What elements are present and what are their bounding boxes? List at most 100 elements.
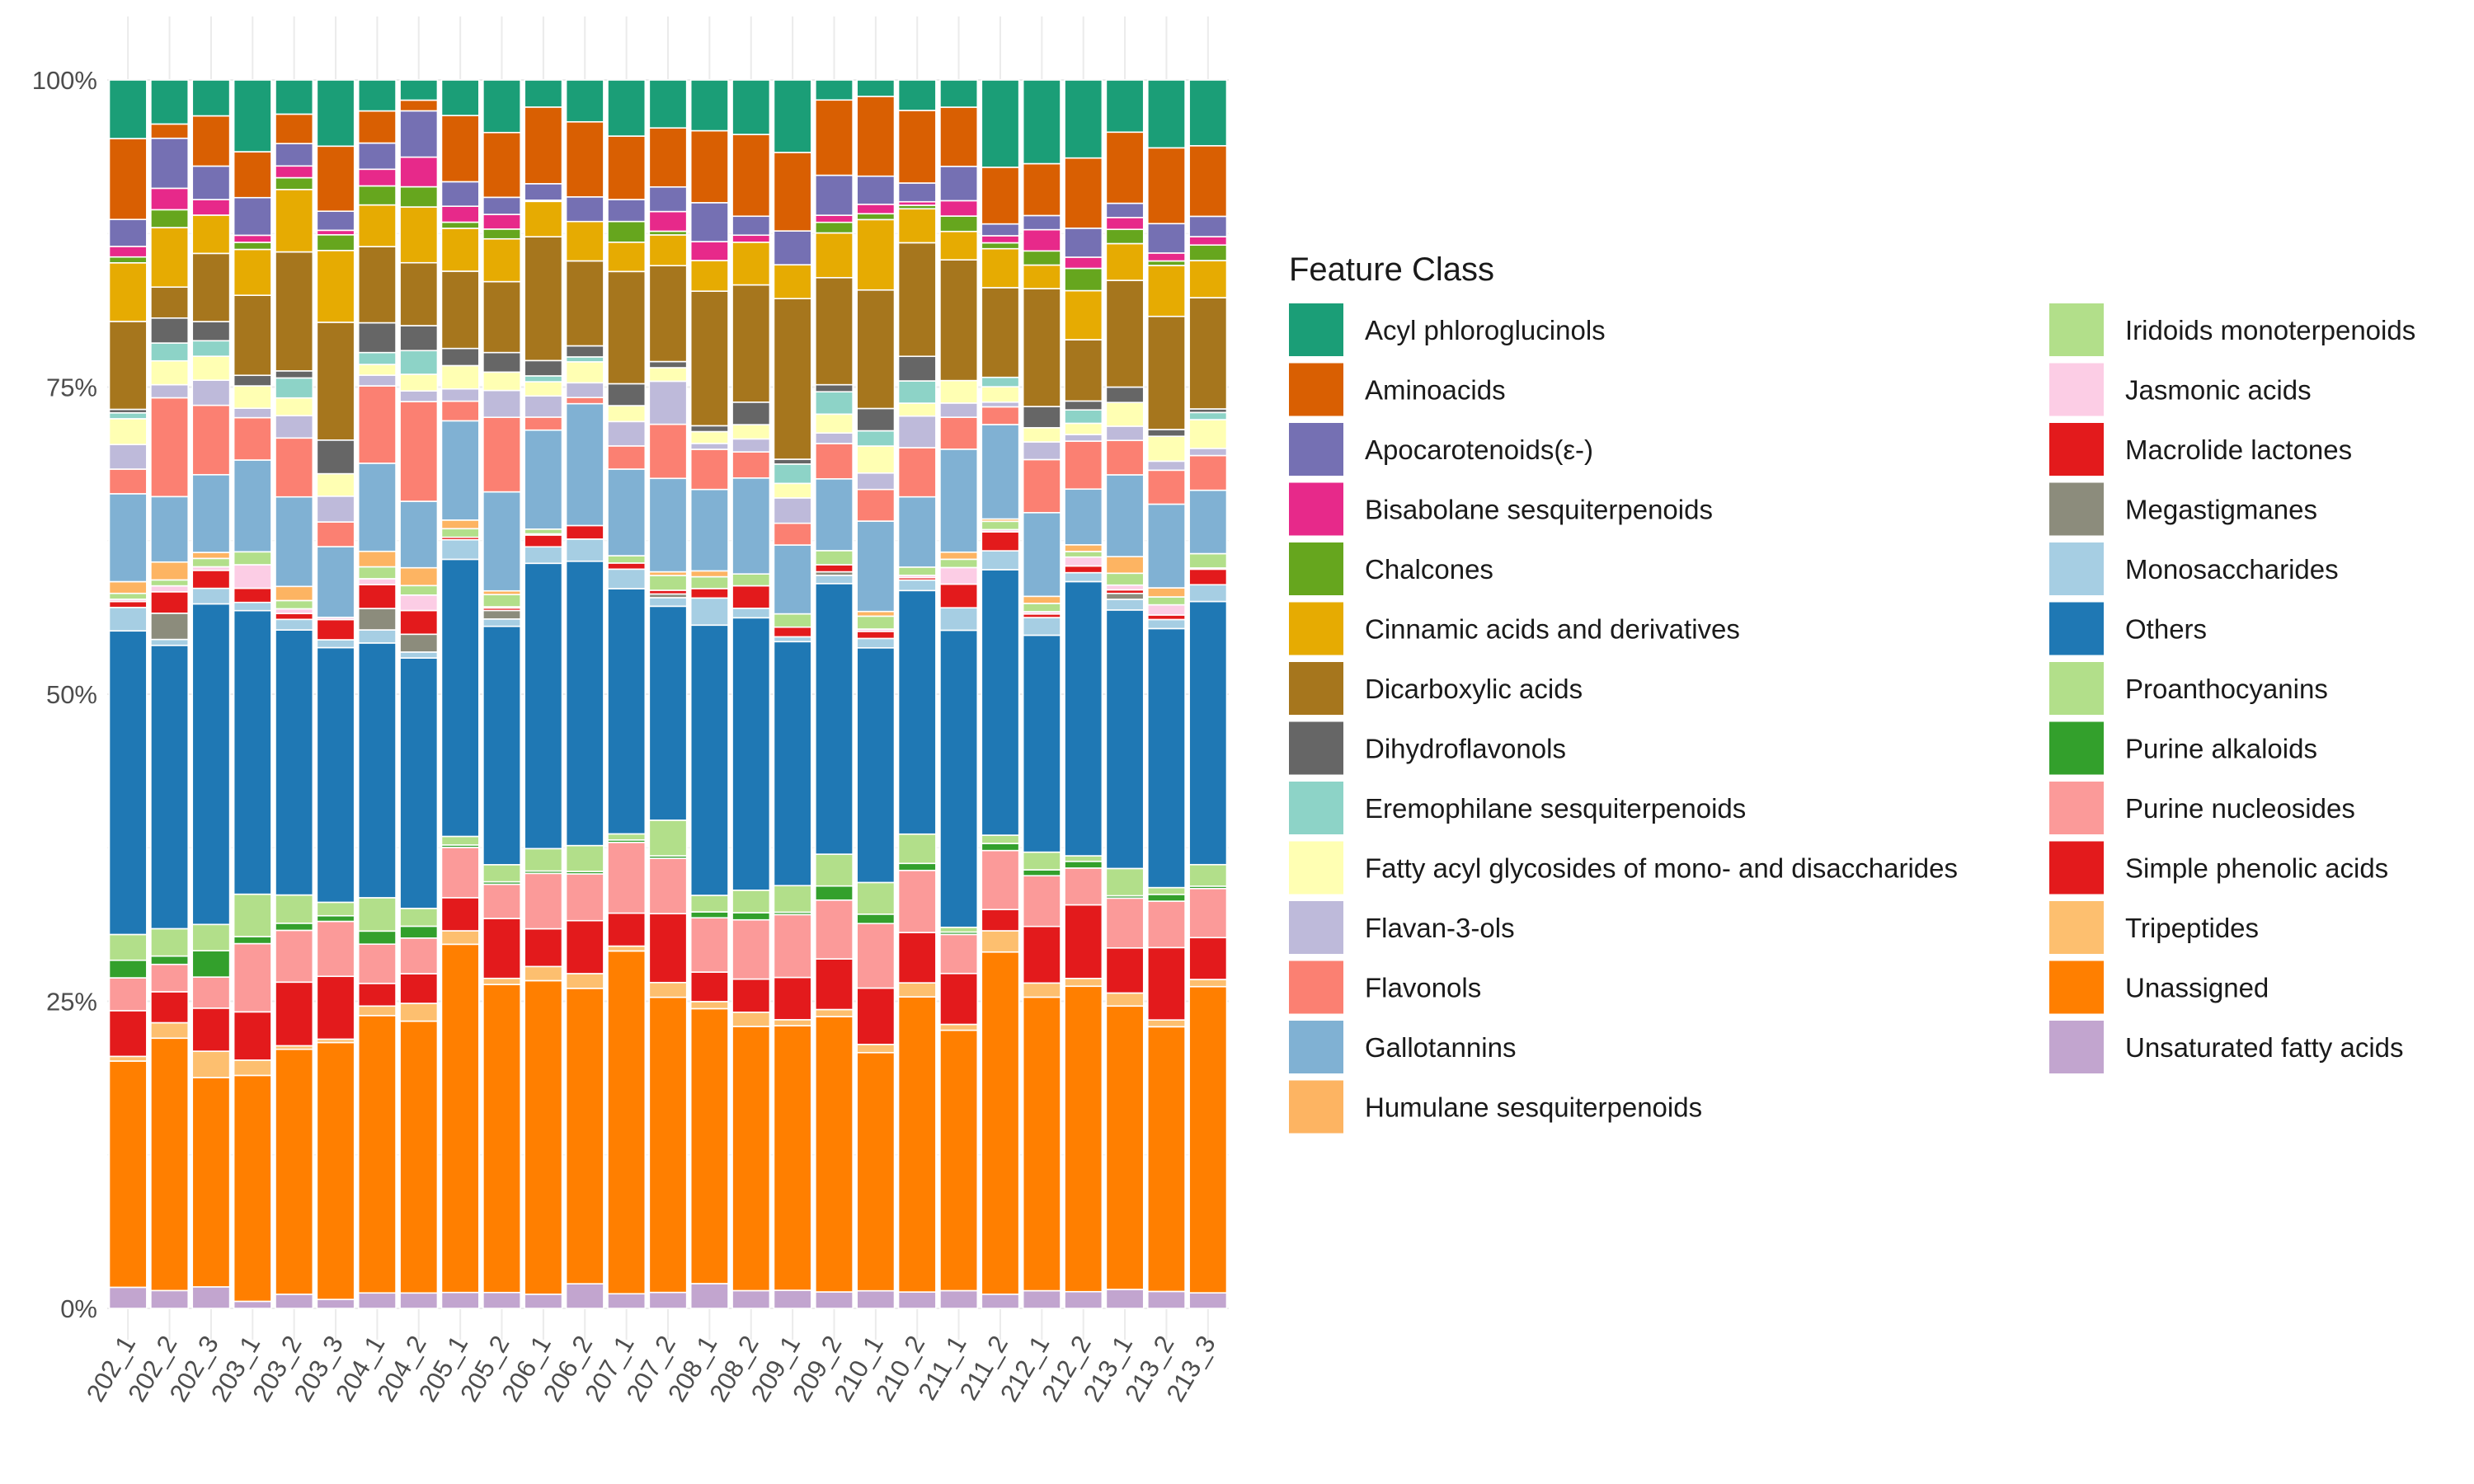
bar-segment — [482, 416, 521, 493]
bar-segment — [482, 131, 521, 199]
bar-segment — [689, 1001, 729, 1010]
bar-segment — [607, 420, 647, 447]
bar-segment — [1146, 460, 1186, 472]
bar-segment — [1064, 339, 1103, 402]
bar-segment — [607, 468, 647, 556]
bar-segment — [316, 210, 355, 232]
legend-label: Purine alkaloids — [2125, 734, 2317, 764]
bar-segment — [856, 637, 896, 649]
bar-segment — [731, 608, 771, 619]
bar-segment — [191, 252, 231, 322]
bar-segment — [233, 151, 272, 199]
bar-segment — [316, 472, 355, 497]
bar-segment — [1105, 609, 1145, 870]
bar-segment — [150, 79, 190, 125]
legend-item: Cinnamic acids and derivatives — [1289, 602, 1740, 655]
bar-segment — [1022, 925, 1061, 984]
bar-segment — [565, 1283, 604, 1309]
legend-label: Purine nucleosides — [2125, 793, 2355, 824]
bar-segment — [150, 645, 190, 930]
bar-segment — [731, 918, 771, 980]
bar-segment — [191, 199, 231, 216]
bar-segment — [856, 610, 896, 618]
bar-segment — [607, 405, 647, 423]
bar-segment — [275, 608, 314, 614]
bar-segment — [939, 200, 979, 217]
bar-segment — [773, 79, 812, 153]
bar-segment — [191, 976, 231, 1009]
bar-segment — [1188, 79, 1228, 147]
bar-segment — [440, 205, 480, 223]
bar-segment — [731, 617, 771, 891]
bar-segment — [1188, 236, 1228, 247]
bar-segment — [648, 605, 688, 821]
bar-segment — [524, 562, 563, 850]
legend-label: Proanthocyanins — [2125, 674, 2328, 704]
bar-segment — [399, 261, 439, 326]
bar-segment — [1105, 242, 1145, 281]
bar-segment — [1146, 79, 1186, 149]
bar-segment — [482, 280, 521, 354]
bar-segment — [648, 819, 688, 857]
bar-segment — [524, 416, 563, 431]
legend-swatch — [1289, 363, 1343, 416]
bar-segment — [981, 951, 1020, 1295]
bar-segment — [357, 578, 397, 585]
bar-segment — [233, 79, 272, 153]
bar-segment — [108, 1055, 148, 1062]
bar-segment — [1105, 572, 1145, 586]
bar-segment — [1146, 614, 1186, 621]
bar-segment — [191, 79, 231, 117]
bar-segment — [981, 520, 1020, 531]
bar-segment — [1022, 250, 1061, 266]
bar-segment — [399, 206, 439, 264]
bar-segment — [191, 587, 231, 605]
legend-title: Feature Class — [1289, 251, 1494, 288]
bar-segment — [233, 407, 272, 419]
bar-segment — [1105, 946, 1145, 994]
legend-swatch — [1289, 662, 1343, 715]
bar-segment — [233, 1074, 272, 1303]
bar-segment — [689, 1283, 729, 1309]
bar-segment — [150, 561, 190, 581]
bar-segment — [815, 99, 854, 176]
bar-segment — [897, 566, 937, 576]
legend-item: Bisabolane sesquiterpenoids — [1289, 482, 1713, 536]
bars-layer — [108, 79, 1228, 1309]
bar-segment — [233, 385, 272, 409]
bar-segment — [731, 284, 771, 403]
bar-segment — [939, 79, 979, 108]
bar-segment — [981, 1294, 1020, 1309]
bar-segment — [440, 347, 480, 367]
bar-segment — [150, 383, 190, 399]
bar-segment — [316, 618, 355, 641]
bar-segment — [565, 356, 604, 363]
bar-segment — [108, 321, 148, 411]
bar-segment — [897, 182, 937, 203]
legend-swatch — [2049, 1021, 2104, 1073]
bar-segment — [275, 495, 314, 588]
bar-segment — [150, 955, 190, 965]
bar-segment — [275, 894, 314, 924]
bar-segment — [399, 401, 439, 502]
bar-segment — [316, 495, 355, 523]
bar-segment — [482, 79, 521, 134]
bar-segment — [731, 573, 771, 587]
bar-segment — [150, 495, 190, 563]
bar-segment — [897, 589, 937, 835]
legend-item: Monosaccharides — [2049, 542, 2339, 595]
bar-segment — [399, 1003, 439, 1022]
legend-swatch — [1289, 901, 1343, 954]
bar-segment — [233, 587, 272, 603]
bar-segment — [689, 911, 729, 919]
bar-segment — [108, 1010, 148, 1058]
bar-segment — [815, 1008, 854, 1017]
bar-segment — [1064, 434, 1103, 442]
bar-segment — [150, 227, 190, 289]
bar-segment — [275, 923, 314, 932]
bar-segment — [565, 397, 604, 405]
bar-segment — [399, 585, 439, 596]
bar-segment — [607, 588, 647, 835]
bar-segment — [1146, 1026, 1186, 1293]
bar-segment — [108, 256, 148, 264]
